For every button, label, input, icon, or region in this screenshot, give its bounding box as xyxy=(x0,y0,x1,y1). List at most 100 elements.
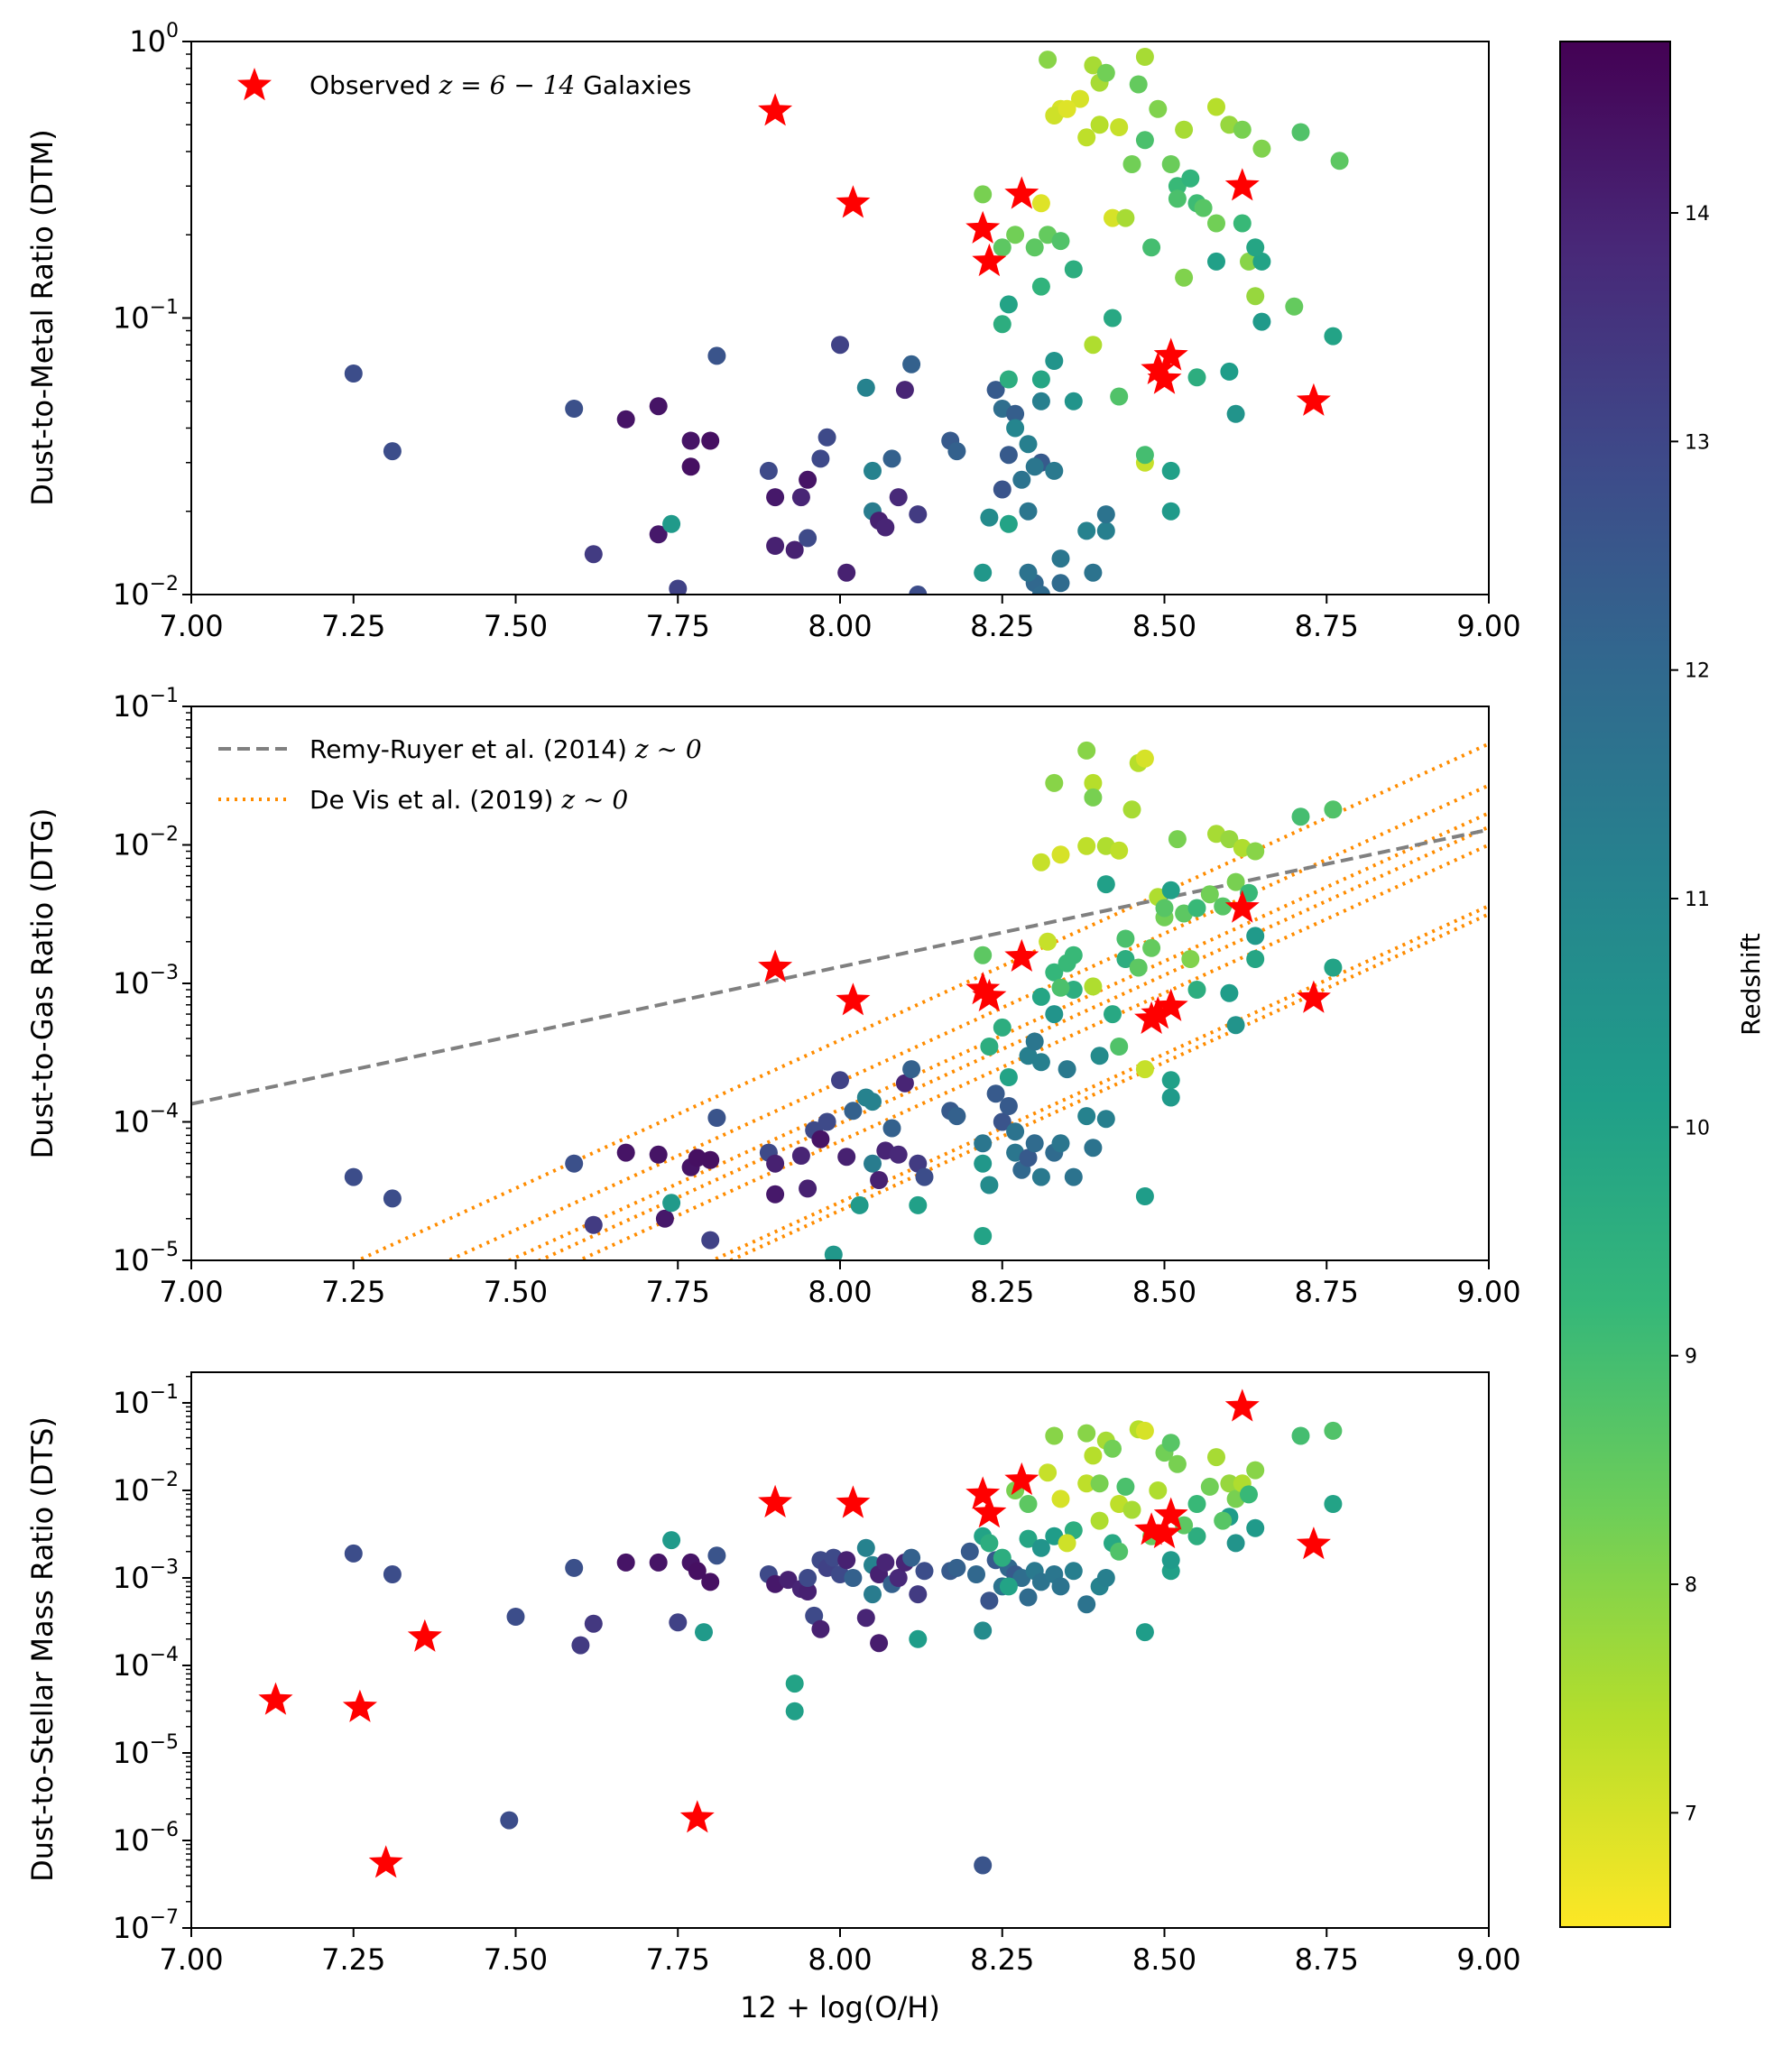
simulated-galaxy-point xyxy=(1051,1577,1070,1596)
x-tick-label: 8.50 xyxy=(1132,1275,1196,1309)
x-tick-label: 9.00 xyxy=(1456,1275,1520,1309)
simulated-galaxy-point xyxy=(817,428,836,447)
observed-galaxy-star xyxy=(342,1689,377,1722)
x-tick-label: 7.75 xyxy=(646,1275,710,1309)
simulated-galaxy-point xyxy=(1006,419,1025,438)
legend-entry-observed: Observed z = 6 − 14 Galaxies xyxy=(309,70,691,100)
simulated-galaxy-point xyxy=(565,1154,584,1173)
simulated-galaxy-point xyxy=(791,1147,810,1165)
y-tick-label: 10−6 xyxy=(113,1819,179,1858)
simulated-galaxy-point xyxy=(1226,872,1245,891)
simulated-galaxy-point xyxy=(1324,800,1343,819)
simulated-galaxy-point xyxy=(779,1571,798,1590)
simulated-galaxy-point xyxy=(1031,370,1050,389)
y-axis-label-dts: Dust-to-Stellar Mass Ratio (DTS) xyxy=(25,1416,60,1882)
remy-ruyer-relation-line xyxy=(191,827,1489,1106)
simulated-galaxy-point xyxy=(1096,505,1115,524)
simulated-galaxy-point xyxy=(1077,836,1096,855)
x-tick-label: 8.25 xyxy=(970,1942,1034,1977)
x-tick-label: 8.75 xyxy=(1295,609,1359,643)
x-tick-label: 7.50 xyxy=(484,1942,548,1977)
simulated-galaxy-point xyxy=(1246,238,1265,257)
simulated-galaxy-point xyxy=(707,1109,726,1127)
simulated-galaxy-point xyxy=(1135,1623,1154,1642)
simulated-galaxy-point xyxy=(701,431,720,450)
simulated-galaxy-point xyxy=(1096,1110,1115,1129)
simulated-galaxy-point xyxy=(1116,950,1135,968)
simulated-galaxy-point xyxy=(909,1629,928,1648)
simulated-galaxy-point xyxy=(1031,1053,1050,1072)
y-tick-label: 10−3 xyxy=(113,1556,179,1595)
simulated-galaxy-point xyxy=(1031,1167,1050,1186)
simulated-galaxy-point xyxy=(817,1112,836,1131)
simulated-galaxy-point xyxy=(1200,885,1219,904)
simulated-galaxy-point xyxy=(1110,1038,1129,1056)
legend-entry-remy-ruyer: Remy-Ruyer et al. (2014) z ∼ 0 xyxy=(309,734,702,764)
simulated-galaxy-point xyxy=(980,1591,999,1610)
simulated-galaxy-point xyxy=(909,1195,928,1214)
y-tick-label: 10−2 xyxy=(113,824,179,862)
simulated-galaxy-point xyxy=(1064,945,1083,964)
axes-frame-dts xyxy=(190,1371,1490,1929)
simulated-galaxy-point xyxy=(1090,1474,1109,1493)
simulated-galaxy-point xyxy=(947,1107,966,1126)
simulated-galaxy-point xyxy=(1252,312,1271,331)
simulated-galaxy-point xyxy=(766,1185,785,1204)
simulated-galaxy-point xyxy=(1246,927,1265,945)
clipped-marks-dtm xyxy=(344,48,1349,595)
simulated-galaxy-point xyxy=(947,1558,966,1577)
simulated-galaxy-point xyxy=(1122,1500,1141,1519)
simulated-galaxy-point xyxy=(1019,435,1038,454)
simulated-galaxy-point xyxy=(1096,1569,1115,1587)
simulated-galaxy-point xyxy=(1051,978,1070,997)
simulated-galaxy-point xyxy=(1135,131,1154,150)
simulated-galaxy-point xyxy=(1187,899,1206,918)
observed-galaxy-star xyxy=(1147,1516,1182,1549)
x-tick-label: 8.75 xyxy=(1295,1942,1359,1977)
simulated-galaxy-point xyxy=(1084,773,1103,792)
observed-galaxy-star xyxy=(1147,361,1182,394)
simulated-galaxy-point xyxy=(837,1148,856,1167)
simulated-galaxy-point xyxy=(1291,123,1310,142)
observed-galaxy-star xyxy=(258,1682,293,1715)
simulated-galaxy-point xyxy=(864,1154,882,1173)
simulated-galaxy-point xyxy=(1207,1448,1225,1467)
simulated-galaxy-point xyxy=(1058,99,1076,118)
simulated-galaxy-point xyxy=(785,540,804,559)
simulated-galaxy-point xyxy=(791,488,810,507)
colorbar-tick-label: 9 xyxy=(1685,1346,1697,1369)
simulated-galaxy-point xyxy=(1031,987,1050,1006)
simulated-galaxy-point xyxy=(1226,1534,1245,1553)
simulated-galaxy-point xyxy=(799,1569,817,1587)
simulated-galaxy-point xyxy=(974,1227,993,1245)
simulated-galaxy-point xyxy=(1161,502,1180,521)
simulated-galaxy-point xyxy=(1220,830,1239,849)
simulated-galaxy-point xyxy=(1110,841,1129,860)
x-tick-label: 8.25 xyxy=(970,1275,1034,1309)
simulated-galaxy-point xyxy=(662,514,681,533)
simulated-galaxy-point xyxy=(799,1179,817,1198)
simulated-galaxy-point xyxy=(1019,1148,1038,1167)
y-tick-label: 100 xyxy=(129,20,179,59)
simulated-galaxy-point xyxy=(1077,1595,1096,1614)
simulated-galaxy-point xyxy=(1045,352,1064,370)
simulated-galaxy-point xyxy=(1175,120,1194,139)
simulated-galaxy-point xyxy=(1084,977,1103,996)
simulated-galaxy-point xyxy=(785,1702,804,1720)
simulated-galaxy-point xyxy=(1214,897,1233,916)
simulated-galaxy-point xyxy=(1104,309,1122,327)
simulated-galaxy-point xyxy=(1019,563,1038,582)
simulated-galaxy-point xyxy=(1246,1518,1265,1537)
simulated-galaxy-point xyxy=(1187,1495,1206,1513)
simulated-galaxy-point xyxy=(1135,48,1154,66)
simulated-galaxy-point xyxy=(1096,521,1115,540)
simulated-galaxy-point xyxy=(1181,169,1200,188)
simulated-galaxy-point xyxy=(1252,252,1271,271)
y-tick-label: 10−5 xyxy=(113,1731,179,1770)
simulated-galaxy-point xyxy=(870,1171,889,1189)
y-tick-label: 10−2 xyxy=(113,573,179,612)
simulated-galaxy-point xyxy=(811,1130,830,1148)
simulated-galaxy-point xyxy=(909,1585,928,1604)
observed-galaxy-star xyxy=(1004,176,1039,209)
